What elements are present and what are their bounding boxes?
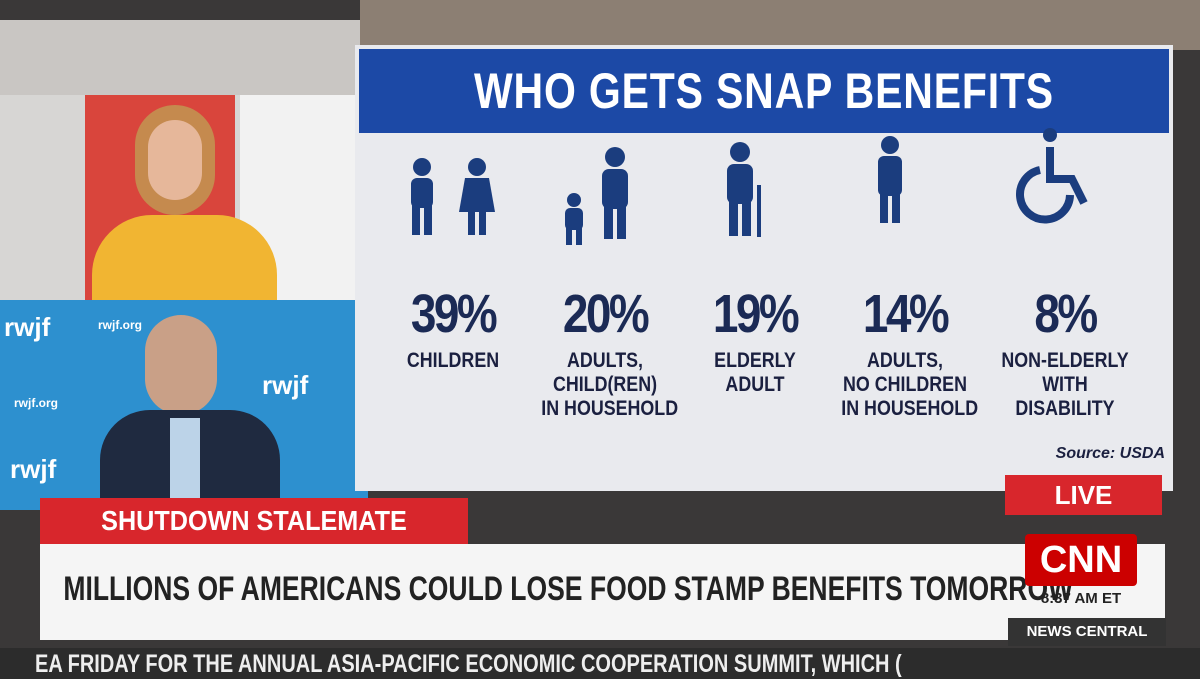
source: Source: USDA (1055, 445, 1165, 462)
backdrop-logo: rwjf (262, 370, 309, 400)
backdrop-url: rwjf.org (14, 396, 58, 410)
title-text: WHO GETS SNAP BENEFITS (474, 63, 1054, 119)
backdrop-url: rwjf.org (98, 318, 142, 332)
ticker-text: EA FRIDAY FOR THE ANNUAL ASIA-PACIFIC EC… (35, 650, 902, 678)
percent: 20% (562, 284, 650, 344)
network-logo: CNN (1025, 534, 1137, 586)
headline-text: MILLIONS OF AMERICANS COULD LOSE FOOD ST… (63, 570, 1074, 608)
infographic: WHO GETS SNAP BENEFITS 39% CHILDREN 20% AD… (355, 45, 1173, 491)
show-name: NEWS CENTRAL (1008, 618, 1166, 646)
ticker: EA FRIDAY FOR THE ANNUAL ASIA-PACIFIC EC… (0, 648, 1200, 679)
headline-bar: MILLIONS OF AMERICANS COULD LOSE FOOD ST… (40, 534, 1165, 640)
backdrop-logo: rwjf (10, 454, 57, 484)
anchor-video (0, 95, 360, 305)
percent: 39% (410, 284, 498, 344)
label-line: CHILD(REN) (552, 373, 658, 396)
guest-video: rwjf rwjf.org rwjf rwjf.org rwjf (0, 300, 368, 510)
studio-bg (0, 20, 360, 100)
label-line: DISABILITY (1015, 397, 1115, 420)
percent: 14% (862, 284, 950, 344)
label-line: NO CHILDREN (843, 373, 967, 396)
studio-bg (360, 0, 1200, 50)
label-line: ELDERLY (714, 349, 796, 372)
label-line: ADULTS, (566, 349, 644, 372)
percent: 8% (1034, 284, 1098, 344)
topic: SHUTDOWN STALEMATE (40, 498, 468, 544)
label-line: ADULTS, (866, 349, 944, 372)
backdrop-logo: rwjf (4, 312, 51, 342)
graphic-title: WHO GETS SNAP BENEFITS (359, 49, 1169, 133)
percent: 19% (712, 284, 800, 344)
label-line: ADULT (725, 373, 785, 396)
topic-text: SHUTDOWN STALEMATE (101, 505, 407, 536)
icons (411, 128, 1088, 245)
label-line: IN HOUSEHOLD (541, 397, 679, 420)
label-line: IN HOUSEHOLD (841, 397, 979, 420)
label-line: WITH (1042, 373, 1088, 396)
headline: MILLIONS OF AMERICANS COULD LOSE FOOD ST… (40, 570, 1073, 609)
live-badge: LIVE (1005, 475, 1162, 515)
time: 8:37 AM ET (1040, 590, 1122, 607)
label-line: CHILDREN (406, 349, 500, 372)
label-line: NON-ELDERLY (1001, 349, 1129, 372)
